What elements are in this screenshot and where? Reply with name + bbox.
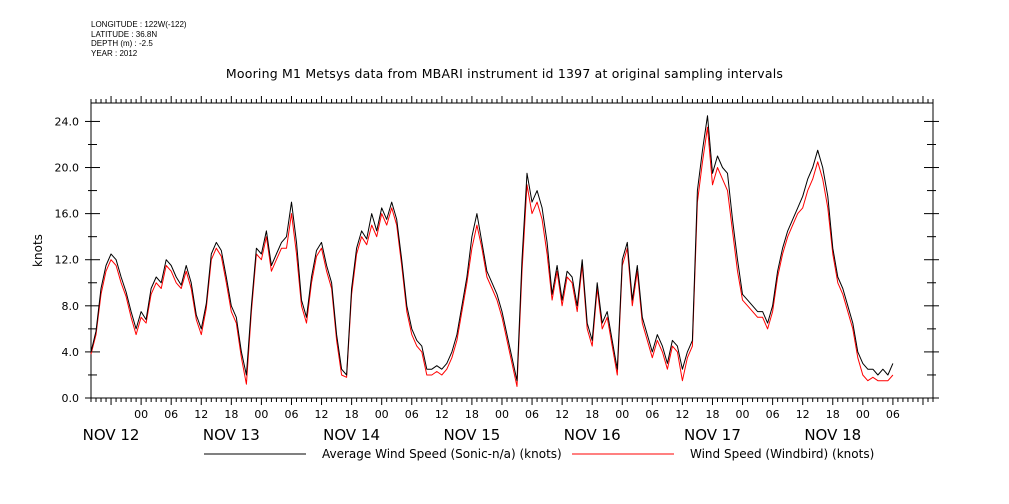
- x-day-label: NOV 12: [83, 426, 140, 444]
- y-tick-label: 0.0: [62, 392, 80, 405]
- plot-axes: 00 06 12 18 00 06 12 18 00 06 12 18 00 06 12 18 00 06 12 18…: [31, 96, 939, 444]
- x-tick-label: 00: [134, 408, 148, 421]
- data-lines: [90, 115, 894, 387]
- legend: Average Wind Speed (Sonic-n/a) (knots) W…: [204, 447, 874, 461]
- latitude-text: LATITUDE : 36.8N: [91, 29, 158, 39]
- x-day-label: NOV 15: [443, 426, 500, 444]
- x-tick-label: 06: [405, 408, 419, 421]
- x-day-label: NOV 16: [564, 426, 621, 444]
- depth-text: DEPTH (m) : -2.5: [91, 39, 153, 48]
- longitude-text: LONGITUDE : 122W(-122): [91, 20, 187, 29]
- y-tick-label: 20.0: [55, 162, 80, 175]
- series-windbird-wind-speed: [90, 126, 894, 387]
- x-day-label: NOV 18: [804, 426, 861, 444]
- x-tick-label: 00: [375, 408, 389, 421]
- x-tick-label: 06: [525, 408, 539, 421]
- x-day-label: NOV 13: [203, 426, 260, 444]
- x-tick-label: 18: [465, 408, 479, 421]
- x-tick-label: 12: [315, 408, 329, 421]
- chart-title: Mooring M1 Metsys data from MBARI instru…: [225, 66, 784, 81]
- legend-black-label: Average Wind Speed (Sonic-n/a) (knots): [322, 447, 562, 461]
- x-tick-label: 18: [705, 408, 719, 421]
- x-tick-label: 18: [826, 408, 840, 421]
- y-tick-label: 4.0: [62, 346, 80, 359]
- y-tick-label: 24.0: [55, 115, 80, 128]
- x-tick-label: 18: [224, 408, 238, 421]
- x-tick-label: 12: [796, 408, 810, 421]
- y-tick-label: 8.0: [62, 300, 80, 313]
- x-tick-label: 06: [766, 408, 780, 421]
- y-tick-label: 12.0: [55, 254, 80, 267]
- x-tick-label: 12: [555, 408, 569, 421]
- x-tick-label: 18: [585, 408, 599, 421]
- x-tick-label: 00: [615, 408, 629, 421]
- x-tick-label: 00: [856, 408, 870, 421]
- x-tick-label: 12: [194, 408, 208, 421]
- x-tick-label: 12: [435, 408, 449, 421]
- x-tick-label: 12: [675, 408, 689, 421]
- series-average-wind-speed: [90, 115, 894, 382]
- x-tick-label: 00: [736, 408, 750, 421]
- year-text: YEAR : 2012: [91, 48, 138, 58]
- x-tick-label: 00: [495, 408, 509, 421]
- x-day-label: NOV 14: [323, 426, 380, 444]
- x-day-label: NOV 17: [684, 426, 741, 444]
- legend-red-label: Wind Speed (Windbird) (knots): [690, 447, 874, 461]
- x-tick-label: 06: [645, 408, 659, 421]
- y-axis-label: knots: [31, 234, 45, 267]
- x-tick-label: 00: [254, 408, 268, 421]
- x-tick-label: 06: [886, 408, 900, 421]
- y-tick-label: 16.0: [55, 208, 80, 221]
- x-tick-label: 18: [345, 408, 359, 421]
- x-tick-label: 06: [284, 408, 298, 421]
- metadata-block: LONGITUDE : 122W(-122) LATITUDE : 36.8N …: [91, 20, 187, 58]
- x-tick-label: 06: [164, 408, 178, 421]
